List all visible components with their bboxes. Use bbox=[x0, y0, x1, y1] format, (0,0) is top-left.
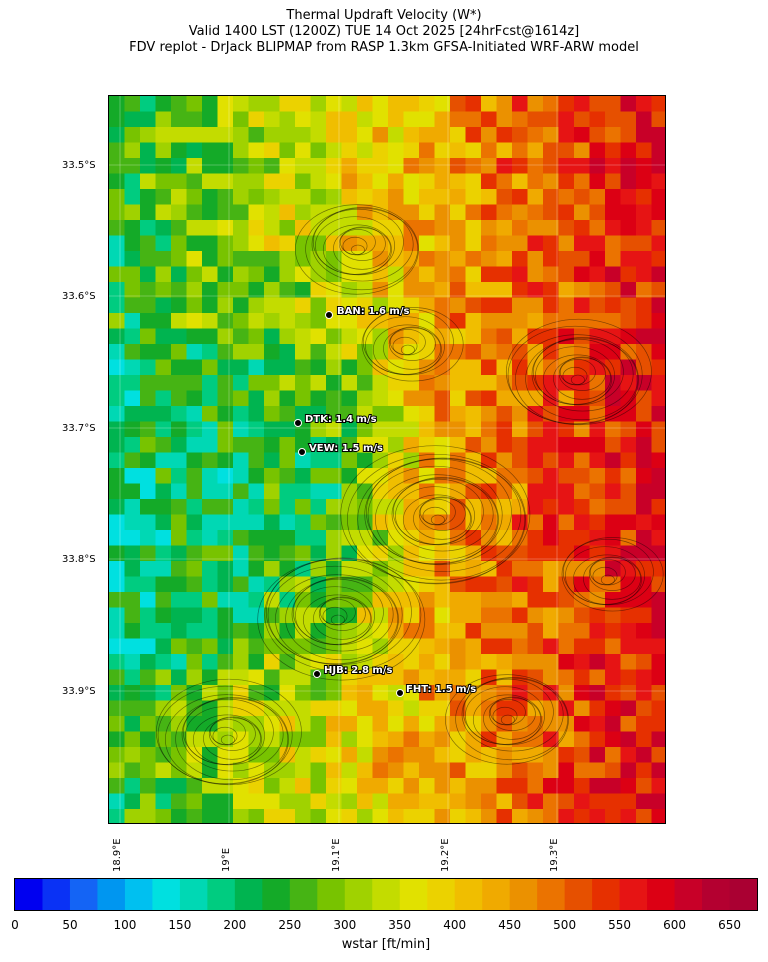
map-title: Thermal Updraft Velocity (W*) Valid 1400… bbox=[0, 8, 768, 56]
colorbar-tick-label: 650 bbox=[718, 918, 741, 932]
colorbar-swatch bbox=[15, 879, 44, 910]
colorbar-tick-label: 350 bbox=[388, 918, 412, 932]
colorbar-swatch bbox=[619, 879, 648, 910]
colorbar-swatch bbox=[262, 879, 291, 910]
colorbar-swatch bbox=[729, 879, 757, 910]
colorbar-swatch bbox=[537, 879, 566, 910]
colorbar-tick-label: 500 bbox=[553, 918, 577, 932]
title-line-1: Thermal Updraft Velocity (W*) bbox=[286, 8, 482, 23]
colorbar-swatch bbox=[702, 879, 731, 910]
colorbar-tick-label: 0 bbox=[11, 918, 19, 932]
colorbar-tick-label: 150 bbox=[168, 918, 192, 932]
colorbar-tick-label: 550 bbox=[608, 918, 632, 932]
lat-label-33-9: 33.9°S bbox=[62, 686, 96, 697]
colorbar-tick-label: 100 bbox=[113, 918, 137, 932]
lat-label-33-5: 33.5°S bbox=[62, 160, 96, 171]
lon-label-18-9: 18.9°E bbox=[112, 838, 123, 872]
station-hjb[interactable]: HJB: 2.8 m/s bbox=[313, 664, 393, 678]
title-line-3: FDV replot - DrJack BLIPMAP from RASP 1.… bbox=[129, 40, 639, 55]
station-vew-label: VEW: 1.5 m/s bbox=[309, 443, 383, 454]
colorbar-swatch bbox=[564, 879, 593, 910]
colorbar-swatch bbox=[509, 879, 538, 910]
station-dtk-label: DTK: 1.4 m/s bbox=[305, 414, 377, 425]
terrain-contours bbox=[155, 204, 664, 786]
colorbar-swatch bbox=[69, 879, 99, 910]
colorbar-swatch bbox=[674, 879, 703, 910]
colorbar-swatch bbox=[179, 879, 208, 910]
colorbar-swatch bbox=[124, 879, 154, 910]
colorbar-swatch bbox=[592, 879, 621, 910]
forecast-grid bbox=[109, 96, 665, 823]
colorbar-swatch bbox=[647, 879, 676, 910]
lat-label-33-6: 33.6°S bbox=[62, 291, 96, 302]
station-ban[interactable]: BAN: 1.6 m/s bbox=[325, 305, 410, 319]
station-markers: BAN: 1.6 m/s DTK: 1.4 m/s VEW: 1.5 m/s H… bbox=[294, 305, 477, 697]
colorbar-tick-label: 50 bbox=[62, 918, 78, 932]
colorbar-swatches bbox=[15, 879, 757, 910]
colorbar-tick-label: 450 bbox=[498, 918, 522, 932]
colorbar-swatch bbox=[42, 879, 71, 910]
station-ban-label: BAN: 1.6 m/s bbox=[337, 306, 409, 317]
colorbar-tick-label: 600 bbox=[663, 918, 686, 932]
lon-label-19-3: 19.3°E bbox=[549, 838, 560, 872]
wstar-map: BAN: 1.6 m/s DTK: 1.4 m/s VEW: 1.5 m/s H… bbox=[109, 96, 665, 823]
colorbar-swatch bbox=[207, 879, 236, 910]
colorbar-swatch bbox=[234, 879, 263, 910]
station-hjb-label: HJB: 2.8 m/s bbox=[324, 665, 392, 676]
colorbar-swatch bbox=[289, 879, 318, 910]
title-line-2: Valid 1400 LST (1200Z) TUE 14 Oct 2025 [… bbox=[188, 24, 580, 39]
colorbar-tick-label: 300 bbox=[333, 918, 357, 932]
colorbar-swatch bbox=[454, 879, 483, 910]
lat-label-33-7: 33.7°S bbox=[62, 423, 96, 434]
station-dtk[interactable]: DTK: 1.4 m/s bbox=[294, 413, 378, 427]
colorbar bbox=[14, 878, 758, 911]
colorbar-tick-label: 200 bbox=[223, 918, 247, 932]
colorbar-swatch bbox=[399, 879, 428, 910]
colorbar-label: wstar [ft/min] bbox=[341, 937, 431, 952]
station-fht-label: FHT: 1.5 m/s bbox=[406, 684, 476, 695]
lon-label-19-1: 19.1°E bbox=[331, 838, 342, 872]
station-fht[interactable]: FHT: 1.5 m/s bbox=[396, 683, 477, 697]
lon-label-19-2: 19.2°E bbox=[440, 838, 451, 872]
lat-label-33-8: 33.8°S bbox=[62, 554, 96, 565]
station-vew[interactable]: VEW: 1.5 m/s bbox=[298, 442, 384, 456]
colorbar-tick-label: 250 bbox=[278, 918, 302, 932]
colorbar-swatch bbox=[372, 879, 401, 910]
colorbar-swatch bbox=[152, 879, 181, 910]
colorbar-swatch bbox=[97, 879, 126, 910]
colorbar-swatch bbox=[482, 879, 511, 910]
lat-lon-gridlines bbox=[109, 96, 665, 823]
colorbar-swatch bbox=[317, 879, 346, 910]
colorbar-tick-label: 400 bbox=[443, 918, 467, 932]
lon-label-19: 19°E bbox=[221, 847, 232, 872]
colorbar-swatch bbox=[344, 879, 373, 910]
map-panel: BAN: 1.6 m/s DTK: 1.4 m/s VEW: 1.5 m/s H… bbox=[108, 95, 666, 824]
colorbar-swatch bbox=[427, 879, 456, 910]
